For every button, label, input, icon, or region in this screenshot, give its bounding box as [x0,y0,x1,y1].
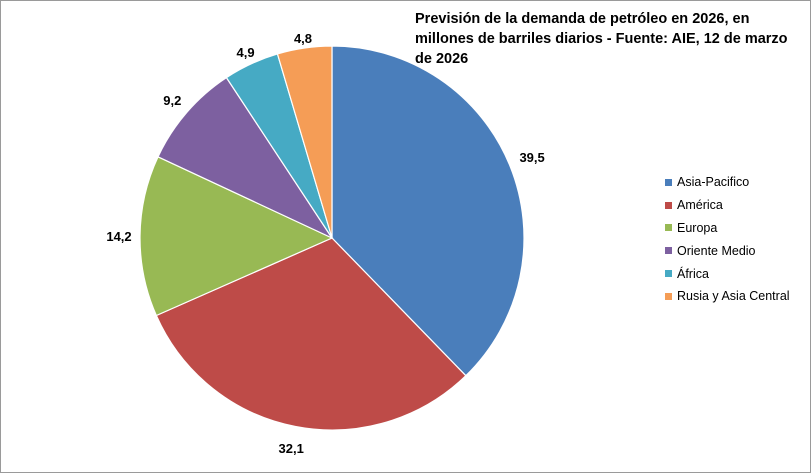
legend-item-africa: África [665,262,790,285]
pie-slice-rusia-y-asia-central [276,45,333,239]
legend-label: Asia-Pacifico [677,175,750,190]
legend-swatch [665,247,672,255]
legend-item-europa: Europa [665,217,790,240]
legend-swatch [665,178,672,186]
legend-label: Europa [677,220,718,235]
legend-swatch [665,292,672,300]
legend-item-rusia-y-asia-central: Rusia y Asia Central [665,285,790,308]
legend-swatch [665,201,672,209]
pie-slice-oriente-medio [157,76,334,240]
data-label-asia-pacifico: 39,5 [519,150,544,165]
legend-label: Oriente Medio [677,243,756,258]
legend-label: América [677,198,723,213]
legend-swatch [665,270,672,278]
data-label-rusia-y-asia-central: 4,8 [294,31,312,46]
legend-label: África [677,266,709,281]
data-label-oriente-medio: 9,2 [163,93,181,108]
data-label-europa: 14,2 [106,229,131,244]
data-label-america: 32,1 [279,441,304,456]
chart-title: Previsión de la demanda de petróleo en 2… [415,11,788,67]
legend-item-oriente-medio: Oriente Medio [665,239,790,262]
legend-item-america: América [665,194,790,217]
legend-label: Rusia y Asia Central [677,289,790,304]
pie-slice-america [155,237,467,431]
data-label-africa: 4,9 [237,45,255,60]
legend-swatch [665,224,672,232]
pie-slice-europa [139,156,334,317]
legend-item-asia-pacifico: Asia-Pacifico [665,171,790,194]
legend: Asia-Pacifico América Europa Oriente Medio Á… [665,171,790,308]
pie-slice-asia-pacifico [331,45,525,377]
